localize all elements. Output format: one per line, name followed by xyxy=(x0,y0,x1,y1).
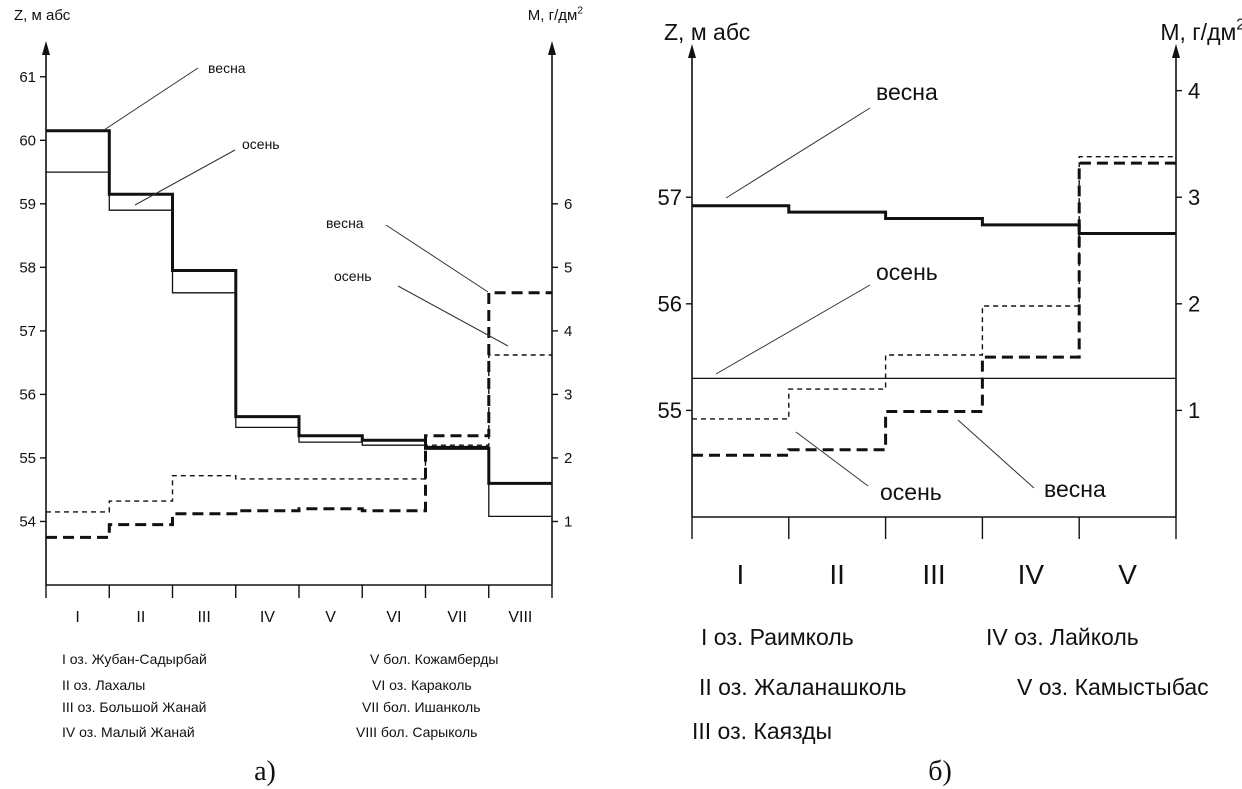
annotation-leader xyxy=(103,67,199,131)
left-tick-label: 56 xyxy=(19,387,36,404)
category-label: I xyxy=(737,559,745,590)
annotation-label: весна xyxy=(326,215,364,231)
annotation-leader xyxy=(397,285,509,347)
annotation-label: осень xyxy=(242,136,280,152)
category-label: VI xyxy=(386,609,401,626)
annotation-leader xyxy=(385,224,489,293)
annotation-label: весна xyxy=(1044,476,1106,502)
annotation-label: весна xyxy=(208,60,246,76)
annotation-leader xyxy=(725,107,871,199)
category-label: IV xyxy=(1018,559,1045,590)
left-axis-arrow xyxy=(42,41,50,55)
series-line-thick xyxy=(692,204,1176,235)
left-tick-label: 54 xyxy=(19,514,36,531)
left-tick-label: 60 xyxy=(19,133,36,150)
legend-item: VI оз. Караколь xyxy=(372,677,472,693)
panel-caption: а) xyxy=(254,756,276,787)
right-tick-label: 3 xyxy=(1188,185,1200,210)
right-axis-label: M, г/дм2 xyxy=(1160,17,1242,45)
annotation-leader xyxy=(795,431,869,487)
right-tick-label: 4 xyxy=(1188,78,1200,103)
category-label: I xyxy=(75,609,79,626)
annotation-leader xyxy=(134,149,236,206)
left-tick-label: 56 xyxy=(658,292,682,317)
series-line-dashed-thick xyxy=(46,291,552,539)
category-label: VII xyxy=(447,609,467,626)
legend-item: II оз. Жаланашколь xyxy=(699,674,907,700)
legend-item: V оз. Камыстыбас xyxy=(1017,674,1209,700)
legend-item: III оз. Каязды xyxy=(692,718,832,744)
left-tick-label: 55 xyxy=(658,398,682,423)
series-line-dashed-thin xyxy=(692,156,1176,420)
right-tick-label: 1 xyxy=(1188,398,1200,423)
legend-item: I оз. Раимколь xyxy=(701,624,854,650)
left-tick-label: 61 xyxy=(19,69,36,86)
right-axis-arrow xyxy=(1172,44,1180,58)
category-label: II xyxy=(829,559,845,590)
annotation-leader xyxy=(957,419,1035,489)
legend-item: IV оз. Малый Жанай xyxy=(62,724,195,740)
left-tick-label: 57 xyxy=(658,185,682,210)
right-tick-label: 6 xyxy=(564,196,572,213)
category-label: V xyxy=(1118,559,1137,590)
left-tick-label: 58 xyxy=(19,260,36,277)
annotation-label: осень xyxy=(880,479,942,505)
right-axis-label: M, г/дм2 xyxy=(528,5,584,24)
right-tick-label: 5 xyxy=(564,260,572,277)
right-tick-label: 3 xyxy=(564,387,572,404)
right-tick-label: 1 xyxy=(564,514,572,531)
right-tick-label: 2 xyxy=(564,450,572,467)
legend-item: I оз. Жубан-Садырбай xyxy=(62,651,207,667)
annotation-leader xyxy=(715,284,871,375)
left-axis-arrow xyxy=(688,44,696,58)
left-tick-label: 59 xyxy=(19,196,36,213)
category-label: II xyxy=(136,609,145,626)
right-axis-arrow xyxy=(548,41,556,55)
legend-item: V бол. Кожамберды xyxy=(370,651,498,667)
series-line-dashed-thin xyxy=(46,354,552,513)
legend-item: VIII бол. Сарыколь xyxy=(356,724,477,740)
panel-caption: б) xyxy=(928,756,952,787)
category-label: VIII xyxy=(508,609,532,626)
legend-item: IV оз. Лайколь xyxy=(986,624,1139,650)
right-tick-label: 4 xyxy=(564,323,572,340)
legend-item: II оз. Лахалы xyxy=(62,677,145,693)
left-tick-label: 57 xyxy=(19,323,36,340)
category-label: IV xyxy=(260,609,275,626)
series-line-thick xyxy=(46,129,552,485)
legend-item: VII бол. Ишанколь xyxy=(362,699,481,715)
category-label: V xyxy=(325,609,336,626)
left-axis-label: Z, м абс xyxy=(664,19,750,45)
right-tick-label: 2 xyxy=(1188,292,1200,317)
annotation-label: весна xyxy=(876,79,938,105)
legend-item: III оз. Большой Жанай xyxy=(62,699,206,715)
category-label: III xyxy=(197,609,210,626)
category-label: III xyxy=(922,559,945,590)
annotation-label: осень xyxy=(876,259,938,285)
series-line-dashed-thick xyxy=(692,161,1176,457)
left-tick-label: 55 xyxy=(19,450,36,467)
annotation-label: осень xyxy=(334,268,372,284)
series-line-thin xyxy=(46,171,552,518)
left-axis-label: Z, м абс xyxy=(14,7,71,24)
